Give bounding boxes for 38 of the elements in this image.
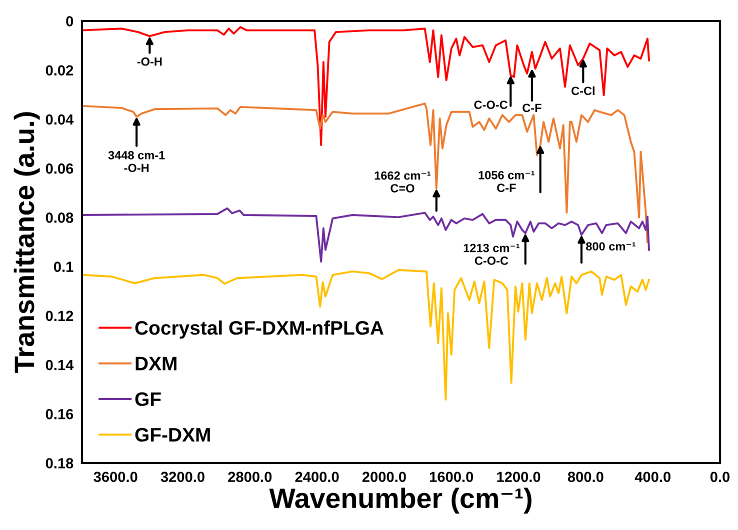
y-tick-label: 0.12 bbox=[46, 310, 74, 322]
annotation: C-Cl bbox=[572, 86, 594, 96]
x-tick-label: 3200.0 bbox=[160, 472, 204, 482]
annotation: -O-H bbox=[137, 57, 162, 66]
y-tick-label: 0.16 bbox=[46, 408, 74, 420]
line-series bbox=[82, 102, 648, 243]
y-tick-label: 0.1 bbox=[54, 262, 74, 272]
x-tick-label: 2800.0 bbox=[228, 472, 272, 482]
line-series bbox=[82, 26, 650, 146]
annotation: 1056 cm⁻¹ C-F bbox=[478, 170, 534, 192]
y-tick-label: 0.04 bbox=[46, 114, 74, 125]
x-tick-label: 1600.0 bbox=[430, 472, 474, 482]
legend-label: GF-DXM bbox=[135, 428, 210, 442]
x-tick-label: 800.0 bbox=[568, 472, 604, 482]
annotation: 1213 cm⁻¹ C-O-C bbox=[464, 244, 520, 265]
y-tick-label: 0.08 bbox=[46, 212, 74, 223]
annotation: C-F bbox=[522, 104, 542, 112]
y-tick-label: 0.02 bbox=[46, 65, 74, 76]
annotation: C-O-C bbox=[474, 100, 508, 109]
y-axis-title: Transmittance (a.u.) bbox=[14, 112, 40, 373]
x-tick-label: 0.0 bbox=[710, 472, 730, 482]
y-tick-label: 0 bbox=[66, 16, 74, 26]
x-tick-label: 400.0 bbox=[634, 472, 670, 482]
annotation: 3448 cm-1 -O-H bbox=[108, 151, 165, 172]
y-tick-label: 0.14 bbox=[46, 360, 74, 370]
x-tick-label: 2400.0 bbox=[295, 472, 339, 482]
x-axis-title: Wavenumber (cm⁻¹) bbox=[269, 488, 532, 514]
line-series bbox=[82, 207, 650, 263]
legend-label: GF bbox=[135, 392, 161, 406]
y-tick-label: 0.18 bbox=[46, 458, 74, 468]
x-tick-label: 1200.0 bbox=[497, 472, 540, 482]
legend-label: Cocrystal GF-DXM-nfPLGA bbox=[135, 320, 384, 339]
annotation: 800 cm⁻¹ bbox=[586, 242, 636, 251]
y-tick-label: 0.06 bbox=[46, 163, 74, 174]
annotation: 1662 cm⁻¹ C=O bbox=[374, 171, 431, 192]
x-tick-label: 2000.0 bbox=[362, 472, 406, 482]
legend-label: DXM bbox=[136, 356, 176, 370]
x-tick-label: 3600.0 bbox=[94, 472, 138, 482]
